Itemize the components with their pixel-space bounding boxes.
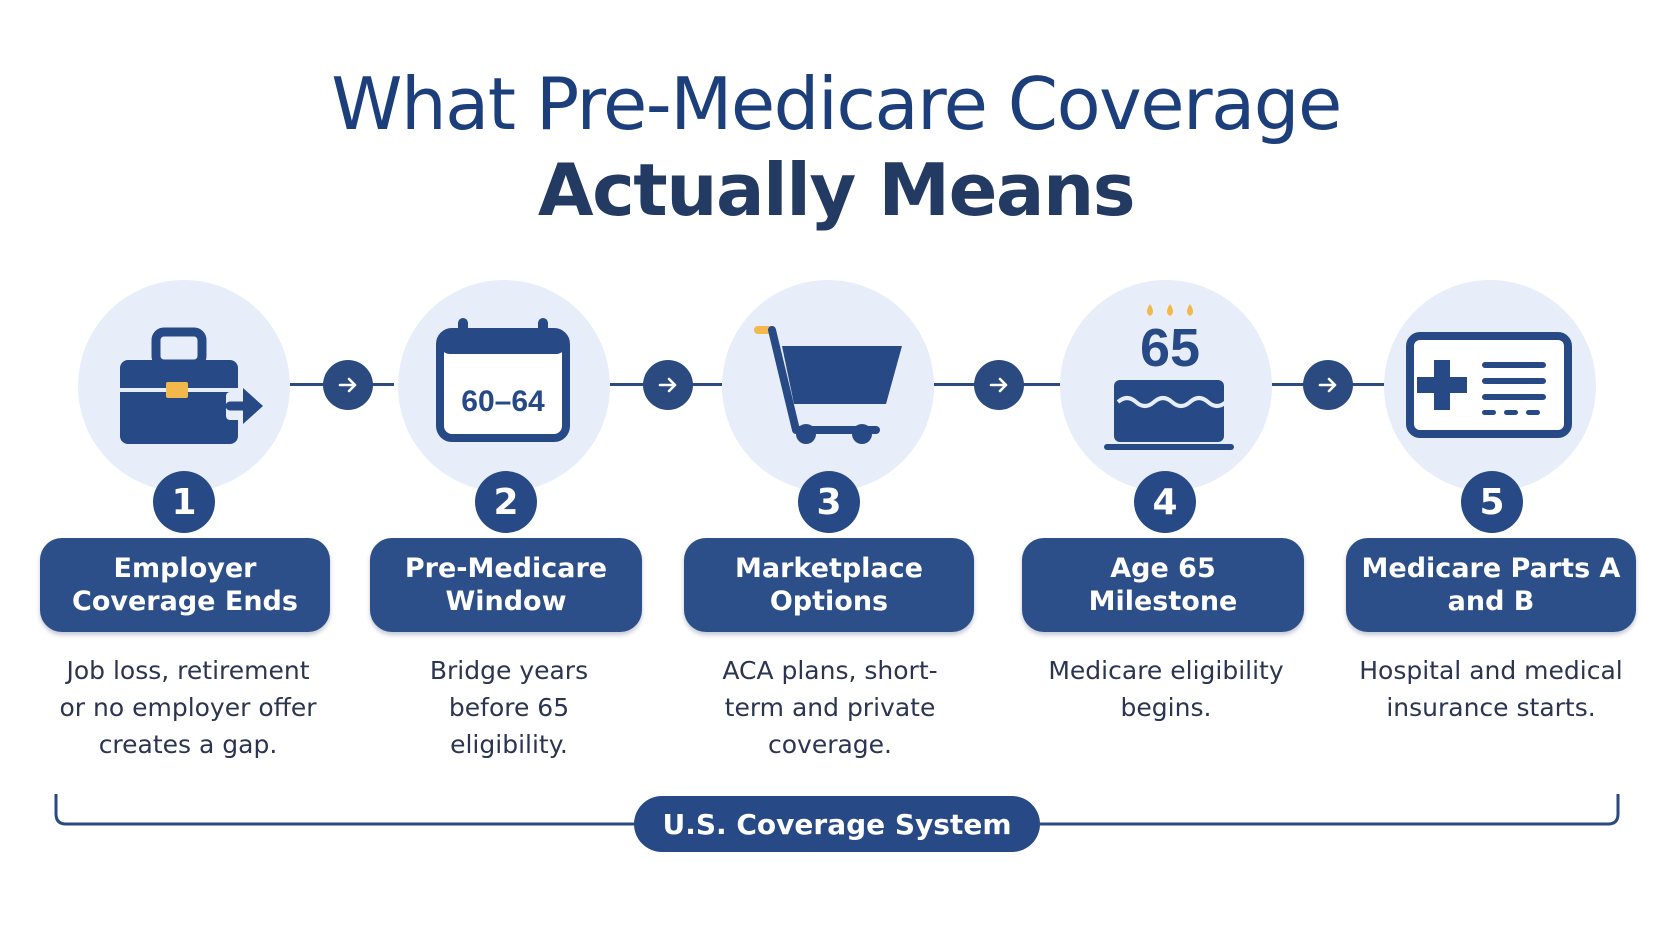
arrow-icon xyxy=(1303,360,1353,410)
step-1-number: 1 xyxy=(153,471,215,533)
title-line-2: Actually Means xyxy=(537,148,1136,232)
step-2-description: Bridge years before 65 eligibility. xyxy=(429,656,589,759)
step-2-number: 2 xyxy=(475,471,537,533)
insurance-card-icon xyxy=(1406,332,1572,438)
cake-icon-text: 65 xyxy=(1140,318,1200,378)
step-4-description: Medicare eligibility begins. xyxy=(1048,656,1284,722)
step-4-number: 4 xyxy=(1134,471,1196,533)
calendar-icon: 60–64 xyxy=(436,318,570,442)
step-1-description: Job loss, retirement or no employer offe… xyxy=(59,656,317,759)
step-3-circle xyxy=(722,280,934,492)
calendar-icon-text: 60–64 xyxy=(461,385,545,418)
step-1-label: Employer Coverage Ends xyxy=(40,538,330,632)
step-5-label: Medicare Parts A and B xyxy=(1346,538,1636,632)
step-5-circle xyxy=(1384,280,1596,492)
briefcase-exit-icon xyxy=(120,327,263,444)
arrow-icon xyxy=(323,360,373,410)
step-2-label: Pre-Medicare Window xyxy=(370,538,642,632)
arrow-icon xyxy=(974,360,1024,410)
step-5-description: Hospital and medical insurance starts. xyxy=(1359,656,1623,722)
step-1-circle xyxy=(78,280,290,492)
coverage-system-label: U.S. Coverage System xyxy=(634,796,1040,852)
step-4-label: Age 65 Milestone xyxy=(1022,538,1304,632)
step-3-description: ACA plans, short-term and private covera… xyxy=(722,656,938,759)
step-5-number: 5 xyxy=(1461,471,1523,533)
step-2-circle: 60–64 xyxy=(398,280,610,492)
step-4-circle: 65 xyxy=(1060,280,1272,492)
step-3-number: 3 xyxy=(798,471,860,533)
title-line-1: What Pre-Medicare Coverage xyxy=(331,62,1342,146)
birthday-cake-icon: 65 xyxy=(1104,304,1234,450)
shopping-cart-icon xyxy=(754,326,902,444)
step-3-label: Marketplace Options xyxy=(684,538,974,632)
arrow-icon xyxy=(643,360,693,410)
